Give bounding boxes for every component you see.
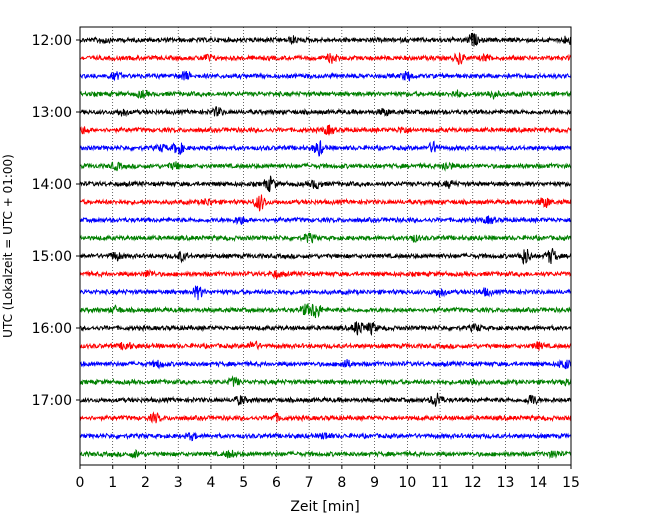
x-tick-label: 10: [398, 475, 416, 491]
trace-1300: [79, 106, 572, 118]
trace-1445: [79, 232, 572, 244]
x-tick-label: 4: [206, 475, 215, 491]
x-axis-label: Zeit [min]: [290, 499, 359, 515]
y-tick-label: 13:00: [32, 105, 72, 121]
trace-1215: [79, 51, 572, 66]
trace-1500: [79, 248, 572, 265]
trace-1715: [79, 411, 572, 424]
y-tick-label: 14:00: [32, 177, 72, 193]
x-tick-label: 12: [464, 475, 482, 491]
trace-1745: [79, 448, 572, 460]
x-tick-label: 7: [305, 475, 314, 491]
x-tick-label: 2: [141, 475, 150, 491]
x-axis-ticks: 0 1 2 3 4 5 6 7 8 9 10 11 12 13 14 15: [76, 465, 580, 491]
x-gridlines: [112, 27, 539, 465]
trace-1315: [79, 124, 572, 136]
trace-1200: [79, 32, 572, 47]
trace-1730: [79, 431, 572, 442]
y-tick-label: 17:00: [32, 393, 72, 409]
trace-1615: [79, 340, 572, 351]
x-tick-label: 5: [239, 475, 248, 491]
x-tick-label: 6: [272, 475, 281, 491]
y-tick-label: 12:00: [32, 33, 72, 49]
seismogram-traces: [79, 32, 572, 460]
y-tick-label: 16:00: [32, 321, 72, 337]
y-tick-label: 15:00: [32, 249, 72, 265]
trace-1415: [79, 194, 572, 212]
trace-1645: [79, 375, 572, 387]
trace-1700: [79, 392, 572, 407]
y-axis-ticks: 12:00 13:00 14:00 15:00 16:00 17:00: [32, 33, 80, 409]
trace-1515: [79, 268, 572, 280]
trace-1230: [79, 70, 572, 82]
y-axis-label: UTC (Lokalzeit = UTC + 01:00): [1, 154, 15, 338]
x-tick-label: 3: [174, 475, 183, 491]
trace-1245: [79, 89, 572, 100]
trace-1330: [79, 140, 572, 157]
trace-1600: [80, 320, 572, 337]
x-tick-label: 0: [76, 475, 85, 491]
trace-1630: [79, 359, 572, 370]
x-tick-label: 14: [529, 475, 547, 491]
trace-1345: [79, 161, 572, 172]
x-tick-label: 11: [431, 475, 449, 491]
x-tick-label: 15: [562, 475, 580, 491]
trace-1530: [79, 285, 572, 301]
x-tick-label: 1: [108, 475, 117, 491]
trace-1430: [79, 215, 572, 226]
x-tick-label: 9: [370, 475, 379, 491]
x-tick-label: 8: [337, 475, 346, 491]
trace-1545: [79, 303, 572, 319]
x-tick-label: 13: [497, 475, 515, 491]
trace-1400: [79, 175, 572, 193]
plot-frame: [79, 26, 572, 466]
